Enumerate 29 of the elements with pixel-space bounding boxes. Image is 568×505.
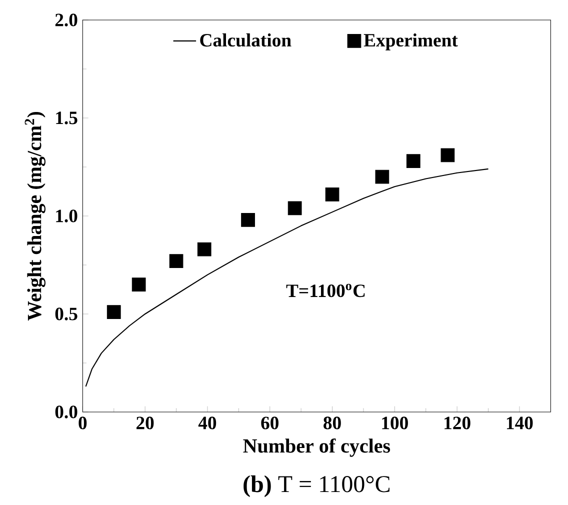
text: (b) T = 1100°C	[244, 475, 390, 497]
y-tick-label: 0.0	[55, 405, 78, 418]
point	[406, 154, 420, 168]
y-axis-title: Weight change (mg/cm$^{2}$)	[24, 112, 46, 320]
legend-label: Calculation	[200, 33, 292, 46]
point	[241, 212, 255, 227]
x-tick-label: 140	[506, 416, 533, 430]
point	[440, 148, 455, 162]
x-tick-label: 60	[261, 416, 278, 430]
x-axis-title: Number of cycles	[243, 438, 390, 457]
x-tick-label: 40	[198, 416, 216, 430]
point	[169, 254, 184, 268]
y-tick-label: 2.0	[55, 13, 78, 26]
x-tick-label: 0	[78, 416, 87, 430]
point	[132, 277, 146, 292]
x-tick-label: 20	[136, 416, 154, 430]
point	[325, 187, 340, 202]
point	[197, 242, 212, 256]
point	[106, 304, 121, 319]
annotation: T=1100$^{o}$C	[286, 284, 365, 297]
y-tick-label: 1.5	[56, 112, 78, 124]
y-tick-label: 0.5	[55, 307, 78, 320]
x-tick-label: 120	[444, 416, 470, 430]
point	[375, 170, 390, 184]
x-tick-label: 100	[382, 416, 408, 430]
legend-label: Experiment	[364, 33, 458, 50]
x-tick-label: 80	[324, 416, 341, 430]
y-tick-label: 1.0	[56, 209, 78, 222]
point	[288, 201, 302, 215]
